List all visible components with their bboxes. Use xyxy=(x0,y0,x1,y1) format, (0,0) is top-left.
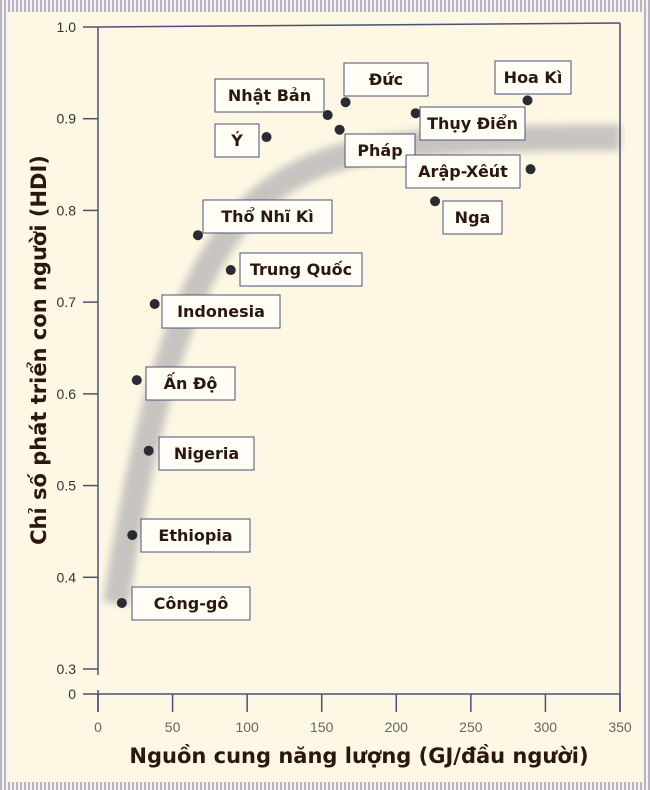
label-box xyxy=(419,106,526,141)
label-box xyxy=(158,436,255,471)
top-border xyxy=(97,22,621,28)
y-tick-label-zero: 0 xyxy=(68,686,76,702)
data-point: Nigeria xyxy=(143,436,255,471)
label-box xyxy=(161,294,281,329)
data-point: Trung Quốc xyxy=(225,252,363,287)
x-tick-label: 100 xyxy=(235,719,259,735)
point-marker xyxy=(334,124,345,135)
data-point: Nhật Bản xyxy=(214,78,333,121)
data-point: Arập-Xêút xyxy=(405,154,536,189)
point-label: Arập-Xêút xyxy=(418,162,508,181)
label-box xyxy=(140,518,251,553)
point-marker xyxy=(322,110,333,121)
point-label: Trung Quốc xyxy=(250,260,352,279)
point-label: Công-gô xyxy=(154,594,229,613)
axes: 0.3 0.4 0.5 0.6 0.7 0.8 0.9 1.0 0 0 50 100 150 200 250… xyxy=(57,19,632,735)
y-tick-label: 1.0 xyxy=(57,19,77,35)
x-tick-label: 250 xyxy=(459,719,483,735)
point-marker xyxy=(149,298,160,309)
y-tick-label: 0.8 xyxy=(57,202,77,218)
data-point: Thụy Điển xyxy=(410,106,526,141)
x-tick-label: 200 xyxy=(385,719,409,735)
point-marker xyxy=(192,230,203,241)
label-box xyxy=(214,123,260,158)
point-marker xyxy=(410,108,421,119)
point-label: Thụy Điển xyxy=(427,114,518,133)
data-point: Ethiopia xyxy=(127,518,251,553)
point-marker xyxy=(131,375,142,386)
data-point: Thổ Nhĩ Kì xyxy=(192,199,333,241)
points: Hoa Kì Đức Nhật Bản Thụy Điển Ý Pháp Arập-Xêút… xyxy=(116,60,572,621)
x-tick-label: 0 xyxy=(94,719,102,735)
data-point: Pháp xyxy=(334,124,416,168)
point-marker xyxy=(522,95,533,106)
y-tick-label: 0.4 xyxy=(57,569,77,585)
point-marker xyxy=(340,97,351,108)
point-marker xyxy=(261,132,272,143)
point-label: Ý xyxy=(230,131,243,150)
label-box xyxy=(494,60,572,95)
y-tick-label: 0.7 xyxy=(57,294,77,310)
x-tick-label: 300 xyxy=(534,719,558,735)
point-label: Ethiopia xyxy=(158,526,232,545)
point-label: Nigeria xyxy=(174,444,239,463)
point-marker xyxy=(225,265,236,276)
data-point: Indonesia xyxy=(149,294,281,329)
data-point: Công-gô xyxy=(116,586,251,621)
data-point: Hoa Kì xyxy=(494,60,572,106)
point-label: Pháp xyxy=(357,141,402,160)
point-marker xyxy=(525,164,536,175)
label-box xyxy=(131,586,251,621)
x-tick-label: 150 xyxy=(310,719,334,735)
label-box xyxy=(145,366,236,401)
data-point: Ý xyxy=(214,123,272,158)
data-point: Ấn Độ xyxy=(131,366,236,401)
label-box xyxy=(344,133,416,168)
y-tick-label: 0.6 xyxy=(57,386,77,402)
y-axis-label: Chỉ số phát triển con người (HDI) xyxy=(26,155,51,545)
label-box xyxy=(405,154,521,189)
point-marker xyxy=(430,196,441,207)
data-point: Đức xyxy=(340,62,429,108)
y-tick-label: 0.5 xyxy=(57,478,77,494)
x-tick-label: 350 xyxy=(608,719,632,735)
point-label: Nhật Bản xyxy=(228,86,311,105)
point-label: Nga xyxy=(455,208,491,227)
y-tick-label: 0.9 xyxy=(57,111,77,127)
x-axis-label: Nguồn cung năng lượng (GJ/đầu người) xyxy=(129,744,588,768)
label-box xyxy=(343,62,429,97)
label-box xyxy=(202,199,333,234)
point-marker xyxy=(143,445,154,456)
point-label: Đức xyxy=(369,70,403,89)
label-box xyxy=(214,78,325,113)
data-point: Nga xyxy=(430,196,503,235)
point-label: Hoa Kì xyxy=(504,68,563,87)
point-label: Ấn Độ xyxy=(164,372,218,393)
point-marker xyxy=(127,530,138,541)
label-box xyxy=(239,252,363,287)
point-label: Indonesia xyxy=(177,302,265,321)
label-box xyxy=(442,200,503,235)
point-label: Thổ Nhĩ Kì xyxy=(221,207,314,226)
point-marker xyxy=(116,597,127,608)
y-tick-label: 0.3 xyxy=(57,661,77,677)
x-tick-label: 50 xyxy=(165,719,181,735)
